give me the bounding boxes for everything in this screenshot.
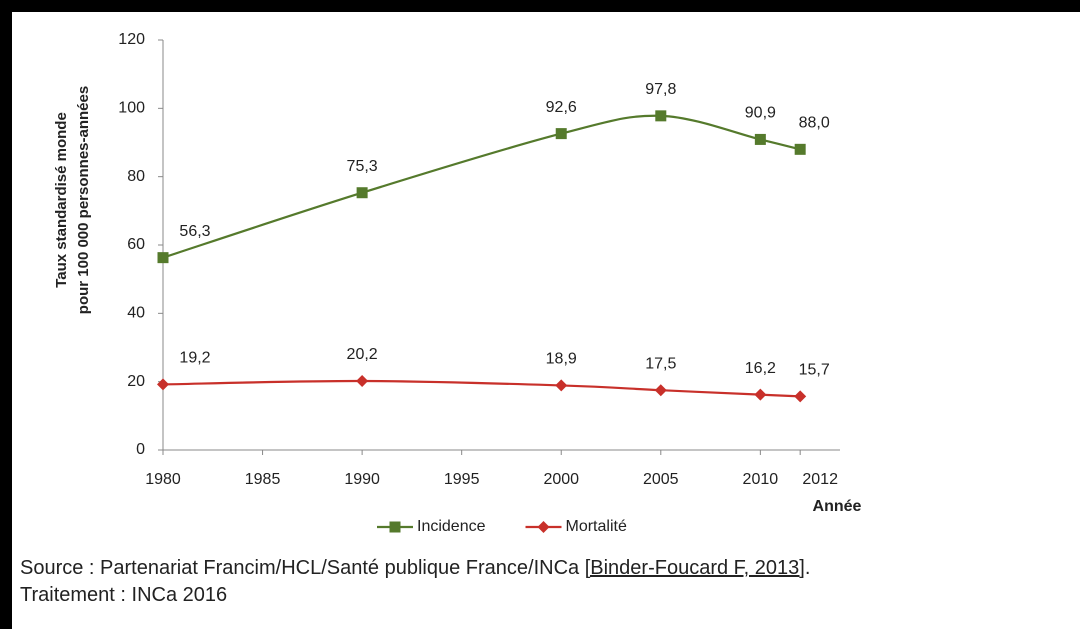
x-tick-label: 2000 [543,471,579,488]
marker [654,384,667,397]
value-label: 92,6 [546,99,577,116]
value-label: 18,9 [546,351,577,368]
source-end: . [804,557,811,579]
source-line2: Traitement : INCa 2016 [20,584,228,606]
marker [157,252,169,264]
marker [754,388,767,401]
y-tick-label: 120 [118,31,145,48]
y-tick-label: 0 [136,441,145,458]
y-tick-label: 40 [127,305,145,322]
source-link[interactable]: [Binder-Foucard F, 2013] [584,557,805,579]
marker [537,521,550,533]
x-tick-label: 1980 [145,471,181,488]
x-tick-label: 2005 [643,471,679,488]
source: Source : Partenariat Francim/HCL/Santé p… [20,555,810,609]
value-label: 19,2 [179,350,210,367]
marker [356,374,369,387]
y-tick-label: 60 [127,236,145,253]
y-tick-label: 20 [127,373,145,390]
x-tick-label: 2010 [743,471,779,488]
legend-label: Mortalité [566,518,627,535]
marker [389,521,401,533]
series-line [162,379,801,398]
value-label: 20,2 [347,346,378,363]
legend-label: Incidence [417,518,486,535]
marker [157,378,169,391]
x-tick-label: 1995 [444,471,480,488]
value-label: 17,5 [645,355,676,372]
frame: Taux standardisé monde pour 100 000 pers… [12,12,1080,629]
marker [794,143,806,155]
marker [655,110,667,122]
y-tick-label: 80 [127,168,145,185]
marker [356,187,368,199]
y-axis-label: Taux standardisé monde [53,112,70,288]
value-label: 97,8 [645,81,676,98]
source-text: Source : Partenariat Francim/HCL/Santé p… [20,557,585,579]
x-axis-label: Année [813,498,862,515]
marker [555,379,568,392]
value-label: 88,0 [799,115,830,132]
value-label: 15,7 [799,362,830,379]
x-tick-label: 1990 [344,471,380,488]
x-tick-label: 2012 [802,471,838,488]
chart: Taux standardisé monde pour 100 000 pers… [53,31,862,535]
value-label: 16,2 [745,360,776,377]
x-tick-label: 1985 [245,471,281,488]
marker [794,390,807,403]
y-axis-label: pour 100 000 personnes-années [75,86,92,314]
marker [555,128,567,140]
value-label: 75,3 [347,158,378,175]
series-line [162,114,801,259]
y-tick-label: 100 [118,100,145,117]
value-label: 90,9 [745,105,776,122]
marker [754,133,766,145]
value-label: 56,3 [179,223,210,240]
